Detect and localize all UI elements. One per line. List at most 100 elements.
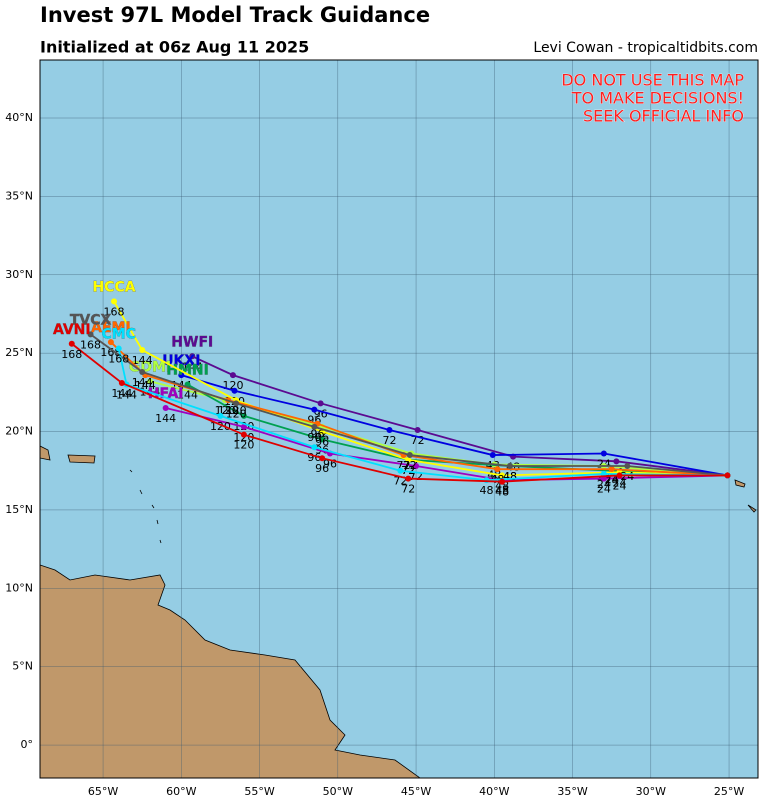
tracks: 24487296120144HWFI24487296120144UKXI2448…	[53, 279, 731, 499]
track-point	[499, 472, 506, 479]
y-tick-label: 10°N	[5, 581, 33, 594]
track-point	[311, 444, 318, 451]
warning-line: DO NOT USE THIS MAP	[561, 71, 744, 90]
hour-label: 96	[307, 431, 321, 444]
track-point	[87, 331, 94, 338]
subtitle: Initialized at 06z Aug 11 2025	[40, 38, 309, 57]
track-point	[414, 426, 421, 433]
warning-line: TO MAKE DECISIONS!	[571, 89, 744, 108]
model-label: AEMI	[91, 320, 131, 336]
hour-label: 168	[80, 338, 101, 351]
model-label: CMC	[101, 326, 135, 342]
model-label: TVCX	[70, 312, 112, 328]
warning-line: SEEK OFFICIAL INFO	[583, 107, 744, 126]
track-point	[107, 339, 114, 346]
track-point	[483, 477, 490, 484]
track-point	[397, 467, 404, 474]
hour-label: 24	[597, 483, 611, 496]
track-point	[406, 452, 413, 459]
track-line	[110, 341, 728, 477]
track-point	[413, 463, 420, 470]
track-point	[231, 387, 238, 394]
y-tick-label: 35°N	[5, 189, 33, 202]
hour-label: 168	[108, 352, 129, 365]
hour-label: 72	[382, 434, 396, 447]
hour-label: 168	[104, 305, 125, 318]
hour-label: 72	[403, 459, 417, 472]
title: Invest 97L Model Track Guidance	[40, 3, 430, 27]
lesser-antilles	[129, 469, 162, 544]
track-point	[506, 463, 513, 470]
hour-label: 48	[495, 486, 509, 499]
hour-label: 168	[61, 348, 82, 361]
track-point	[111, 298, 118, 305]
track-line	[117, 348, 728, 482]
hour-label: 144	[155, 412, 176, 425]
hour-label: 96	[315, 436, 329, 449]
hour-label: 48	[495, 479, 509, 492]
track-point	[405, 456, 412, 463]
hour-label: 48	[495, 484, 509, 497]
land	[40, 445, 757, 778]
model-label: HMNI	[166, 363, 209, 379]
island	[40, 445, 51, 461]
track-point	[240, 423, 247, 430]
track-point	[319, 455, 326, 462]
track-point	[405, 475, 412, 482]
y-tick-label: 5°N	[12, 660, 33, 673]
track-line	[71, 343, 728, 483]
hour-label: 120	[226, 407, 247, 420]
x-tick-label: 65°W	[88, 785, 118, 798]
track-point	[178, 372, 185, 379]
hour-label: 72	[401, 464, 415, 477]
model-label: HCCA	[92, 279, 135, 295]
grid	[40, 60, 758, 778]
hour-label: 144	[111, 387, 132, 400]
track-point	[115, 345, 122, 352]
x-tick-label: 35°W	[557, 785, 587, 798]
hour-label: 72	[401, 483, 415, 496]
hour-label: 144	[116, 389, 137, 402]
track-point	[616, 472, 623, 479]
y-tick-label: 20°N	[5, 425, 33, 438]
credit: Levi Cowan - tropicaltidbits.com	[533, 40, 758, 56]
track-point	[386, 426, 393, 433]
x-tick-label: 25°W	[714, 785, 744, 798]
track-point	[147, 378, 154, 385]
y-tick-label: 40°N	[5, 111, 33, 124]
x-tick-label: 50°W	[323, 785, 353, 798]
hour-label: 144	[177, 389, 198, 402]
hour-label: 24	[613, 476, 627, 489]
y-tick-label: 15°N	[5, 503, 33, 516]
x-tick-label: 55°W	[244, 785, 274, 798]
island	[67, 454, 96, 464]
track-point	[139, 347, 146, 354]
track-point	[494, 466, 501, 473]
x-tick-label: 60°W	[166, 785, 196, 798]
hour-label: 48	[479, 484, 493, 497]
hour-label: 96	[310, 428, 324, 441]
track-point	[319, 436, 326, 443]
x-tick-label: 30°W	[636, 785, 666, 798]
track-point	[608, 466, 615, 473]
track-point	[624, 463, 631, 470]
hour-label: 24	[597, 478, 611, 491]
map-frame	[39, 59, 759, 779]
x-tick-label: 40°W	[479, 785, 509, 798]
track-point	[240, 431, 247, 438]
hour-label: 144	[132, 354, 153, 367]
hour-label: 96	[315, 462, 329, 475]
track-point	[229, 372, 236, 379]
track-point	[240, 412, 247, 419]
track-point	[317, 400, 324, 407]
track-point	[489, 452, 496, 459]
y-tick-label: 30°N	[5, 268, 33, 281]
track-point	[233, 400, 240, 407]
track-point	[499, 478, 506, 485]
track-line	[113, 300, 728, 477]
hour-label: 72	[401, 464, 415, 477]
hour-label: 120	[218, 404, 239, 417]
track-point	[118, 379, 125, 386]
track-point	[613, 458, 620, 465]
